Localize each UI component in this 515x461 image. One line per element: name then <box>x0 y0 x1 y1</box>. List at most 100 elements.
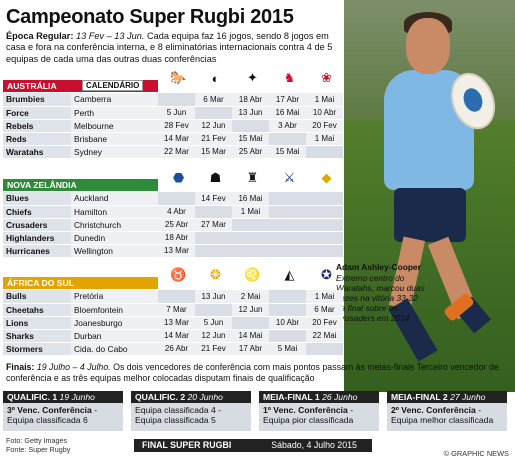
fixture-date: 13 Mar <box>158 244 195 258</box>
fixture-date: 12 Jun <box>195 119 232 133</box>
caption-text: Extremo centro do Waratahs, marcou duas … <box>336 273 425 323</box>
finals-label: Finais: <box>6 362 35 372</box>
fixture-date: 18 Abr <box>158 231 195 245</box>
table-row: Sharks Durban 14 Mar 12 Jun 14 Mai 22 Mai <box>3 329 343 343</box>
page-title: Campeonato Super Rugbi 2015 <box>6 6 294 28</box>
knockout-date: 26 Junho <box>322 392 358 402</box>
fixture-date: 13 Jun <box>195 290 232 304</box>
fixture-date: 26 Abr <box>158 342 195 356</box>
table-nz: Blues Auckland 14 Fev 16 Mai Chiefs Hamilton 4… <box>3 192 343 258</box>
fixture-date <box>232 119 269 133</box>
fixture-date <box>158 93 195 107</box>
calendar-header: CALENDÁRIO <box>82 80 144 91</box>
lions-logo-icon: ♌ <box>244 267 261 282</box>
finals-text: Finais: 19 Julho – 4 Julho. Os dois venc… <box>6 362 506 384</box>
fixture-date: 21 Fev <box>195 342 232 356</box>
knockout-label: MEIA-FINAL 2 <box>391 392 448 402</box>
team-name: Stormers <box>3 342 71 356</box>
team-name: Cheetahs <box>3 303 71 317</box>
stormers-logo-icon: ✪ <box>321 267 332 282</box>
team-city: Camberra <box>71 93 158 107</box>
team-name: Hurricanes <box>3 244 71 258</box>
fixture-date: 18 Abr <box>232 93 269 107</box>
team-city: Joanesburgo <box>71 316 158 330</box>
knockout-body: - Equipa pior classificada <box>263 405 354 425</box>
team-name: Highlanders <box>3 231 71 245</box>
table-row: Rebels Melbourne 28 Fev 12 Jun 3 Abr 20 Fev <box>3 119 343 133</box>
table-sa: Bulls Pretória 13 Jun 2 Mai 1 Mai Cheetahs Blo… <box>3 290 343 356</box>
horse-logo-icon: 🐎 <box>170 70 187 85</box>
fixture-date <box>269 218 306 232</box>
region-label: AUSTRÁLIA <box>7 81 57 91</box>
team-city: Melbourne <box>71 119 158 133</box>
fixture-date: 14 Mai <box>232 329 269 343</box>
caption-name: Adam Ashley-Cooper <box>336 262 421 272</box>
table-row: Waratahs Sydney 22 Mar 15 Mar 25 Abr 15 Mai <box>3 145 343 159</box>
rebels-logo-icon: ✦ <box>247 70 258 85</box>
knockout-semifinal-2: MEIA-FINAL 2 27 Junho 2º Venc. Conferênc… <box>387 391 507 431</box>
knockout-body: - Equipa classificada 6 <box>7 405 98 425</box>
bulls-logo-icon: ♉ <box>170 267 187 282</box>
knockout-date: 27 Junho <box>450 392 486 402</box>
team-city: Brisbane <box>71 132 158 146</box>
fixture-date <box>306 205 343 219</box>
fixture-date <box>269 244 306 258</box>
fixture-date: 25 Abr <box>232 145 269 159</box>
intro-body: Cada equipa faz 16 jogos, sendo 8 jogos … <box>6 31 333 64</box>
fixture-date: 22 Mar <box>158 145 195 159</box>
fixture-date: 7 Mar <box>158 303 195 317</box>
team-city: Christchurch <box>71 218 158 232</box>
team-city: Sydney <box>71 145 158 159</box>
knockout-date: 20 Junho <box>187 392 223 402</box>
hurricanes-logo-icon: ◆ <box>321 170 332 185</box>
waratahs-logo-icon: ❀ <box>321 70 332 85</box>
fixture-date <box>232 244 269 258</box>
table-row: Bulls Pretória 13 Jun 2 Mai 1 Mai <box>3 290 343 304</box>
fixture-date: 22 Mai <box>306 329 343 343</box>
photo-credit: Foto: Getty Images <box>6 436 68 445</box>
fixture-date <box>195 106 232 120</box>
fixture-date: 5 Jun <box>195 316 232 330</box>
team-city: Perth <box>71 106 158 120</box>
fixture-date: 6 Mar <box>306 303 343 317</box>
knockout-body-bold: 1º Venc. Conferência <box>263 405 348 415</box>
fixture-date <box>269 192 306 206</box>
fixture-date <box>306 145 343 159</box>
reds-logo-icon: ♞ <box>283 70 296 85</box>
fixture-date <box>269 132 306 146</box>
photo-caption: Adam Ashley-Cooper Extremo centro do War… <box>336 262 428 323</box>
logos-nz: ⬣ ☗ ♜ ⚔ ◆ <box>160 166 345 192</box>
fixture-date <box>306 231 343 245</box>
fixture-date: 13 Jun <box>232 106 269 120</box>
fixture-date: 15 Mai <box>232 132 269 146</box>
fixture-date <box>195 205 232 219</box>
fixture-date <box>269 231 306 245</box>
fixture-date: 14 Fev <box>195 192 232 206</box>
fixture-date: 5 Mai <box>269 342 306 356</box>
table-row: Force Perth 5 Jun 13 Jun 16 Mai 10 Abr <box>3 106 343 120</box>
table-row: Brumbies Camberra 6 Mar 18 Abr 17 Abr 1 Mai <box>3 93 343 107</box>
fixture-date: 1 Mai <box>306 93 343 107</box>
fixture-date <box>195 244 232 258</box>
fixture-date <box>232 316 269 330</box>
fixture-date <box>306 192 343 206</box>
table-row: Blues Auckland 14 Fev 16 Mai <box>3 192 343 206</box>
data-source: Fonte: Super Rugby <box>6 445 71 454</box>
fixture-date: 13 Mar <box>158 316 195 330</box>
fixture-date <box>195 303 232 317</box>
player-photo <box>344 0 515 392</box>
team-name: Waratahs <box>3 145 71 159</box>
fixture-date: 28 Fev <box>158 119 195 133</box>
fixture-date: 1 Mai <box>232 205 269 219</box>
chiefs-logo-icon: ☗ <box>209 170 222 185</box>
fixture-date: 16 Mai <box>269 106 306 120</box>
final-label: FINAL SUPER RUGBI <box>142 440 232 450</box>
fixture-date: 5 Jun <box>158 106 195 120</box>
region-label: ÁFRICA DO SUL <box>7 278 74 288</box>
blues-logo-icon: ⬣ <box>172 170 185 185</box>
team-city: Dunedin <box>71 231 158 245</box>
fixture-date: 12 Jun <box>195 329 232 343</box>
finals-body: Os dois vencedores de conferência com ma… <box>6 362 499 383</box>
fixture-date: 12 Jun <box>232 303 269 317</box>
table-row: Crusaders Christchurch 25 Abr 27 Mar <box>3 218 343 232</box>
